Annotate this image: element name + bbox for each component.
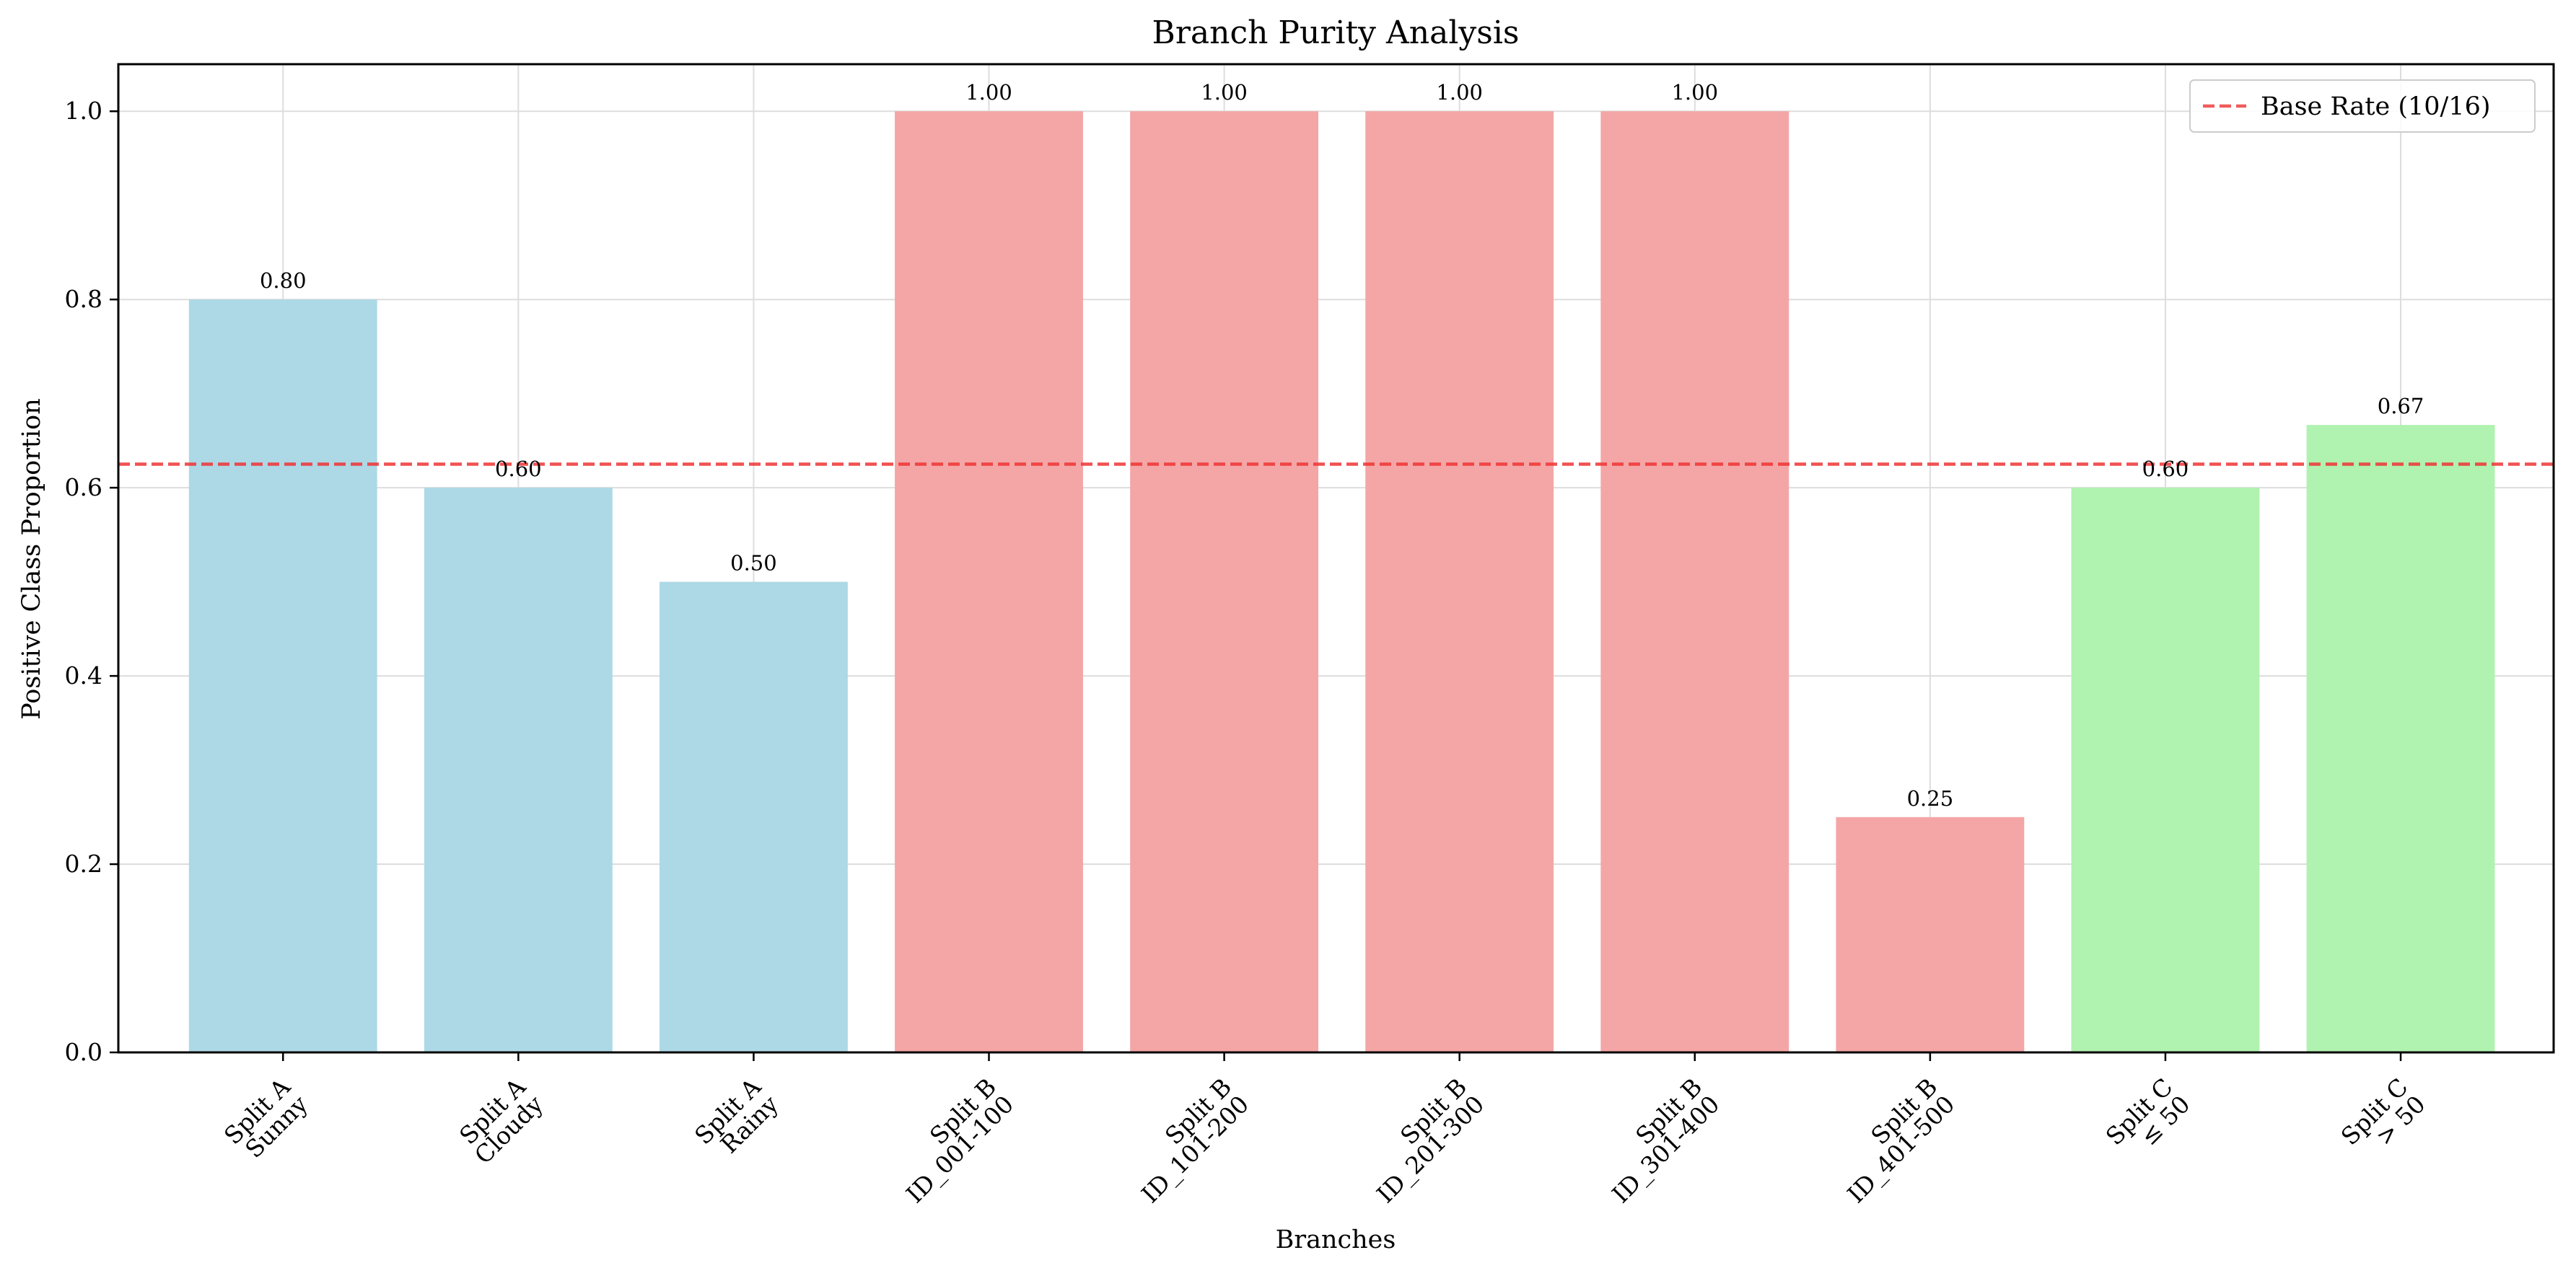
bar-10	[2306, 425, 2495, 1052]
bar-9	[2071, 488, 2260, 1052]
y-axis-title: Positive Class Proportion	[17, 398, 46, 720]
bar-8	[1836, 817, 2025, 1052]
bar-value-label: 0.60	[495, 457, 542, 481]
bar-2	[424, 488, 613, 1052]
legend-label-base-rate: Base Rate (10/16)	[2261, 92, 2491, 121]
bar-7	[1600, 111, 1789, 1053]
y-axis: 0.0 0.2 0.4 0.6 0.8 1.0	[65, 97, 118, 1066]
y-tick-label: 0.4	[65, 661, 102, 690]
x-tick-label: Split ARainy	[689, 1072, 784, 1167]
bar-value-label: 0.80	[260, 268, 307, 293]
bar-4	[895, 111, 1083, 1053]
bar-3	[660, 581, 848, 1052]
bar-5	[1130, 111, 1319, 1053]
bar-value-label: 0.50	[730, 551, 777, 576]
y-tick-label: 0.8	[65, 285, 102, 313]
x-tick-label: Split ACloudy	[452, 1072, 549, 1169]
x-tick-label: Split BID_001-100	[883, 1073, 1020, 1209]
y-tick-label: 1.0	[65, 97, 102, 125]
chart-title: Branch Purity Analysis	[1152, 14, 1520, 51]
y-tick-label: 0.6	[65, 473, 102, 501]
bar-value-label: 1.00	[1436, 80, 1483, 105]
bar-1	[188, 299, 377, 1053]
legend-frame	[2189, 79, 2536, 133]
bar-value-labels: 0.80 0.60 0.50 1.00 1.00 1.00 1.00 0.25 0.60 0.67	[260, 80, 2424, 811]
y-tick-label: 0.2	[65, 850, 102, 878]
plot-frame	[117, 63, 2555, 1054]
bar-value-label: 1.00	[1671, 80, 1718, 105]
y-tick-label: 0.0	[65, 1038, 102, 1066]
legend: Base Rate (10/16)	[2189, 79, 2536, 133]
x-axis: Split ASunny Split ACloudy Split ARainy Spl…	[219, 1052, 2431, 1209]
bar-value-label: 0.60	[2142, 457, 2189, 481]
x-tick-label: Split ASunny	[219, 1072, 314, 1167]
x-tick-label: Split C≤ 50	[2100, 1073, 2196, 1168]
bar-value-label: 1.00	[1201, 80, 1248, 105]
bar-value-label: 0.25	[1907, 786, 1954, 811]
bar-value-label: 1.00	[965, 80, 1012, 105]
x-tick-label: Split BID_201-300	[1354, 1073, 1490, 1209]
bar-6	[1365, 111, 1554, 1053]
x-tick-label: Split BID_301-400	[1589, 1073, 1725, 1209]
bars	[188, 111, 2495, 1053]
x-tick-label: Split BID_401-500	[1824, 1073, 1961, 1209]
x-tick-label: Split C> 50	[2336, 1073, 2431, 1168]
x-tick-label: Split BID_101-200	[1118, 1073, 1255, 1209]
x-axis-title: Branches	[1276, 1226, 1396, 1254]
bar-value-label: 0.67	[2378, 394, 2424, 418]
